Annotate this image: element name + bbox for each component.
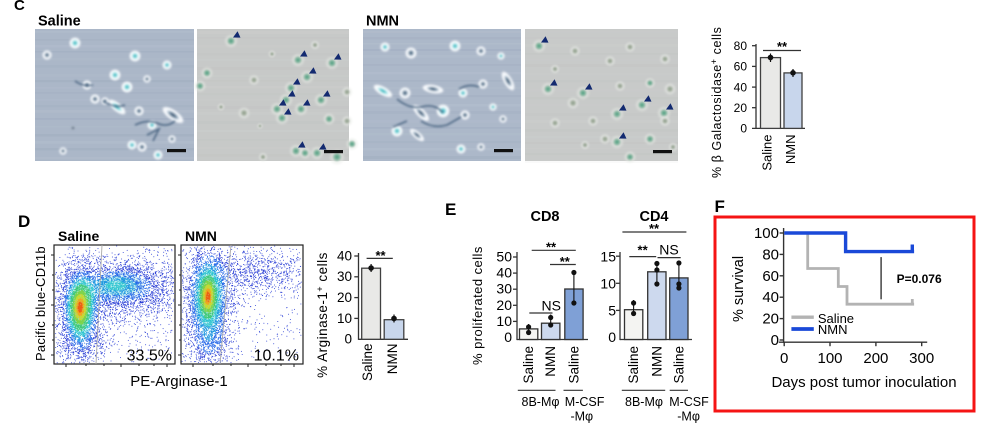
svg-text:0: 0 [780, 350, 788, 367]
svg-text:M-CSF: M-CSF [669, 395, 709, 409]
svg-text:NMN: NMN [385, 344, 400, 375]
svg-text:0: 0 [740, 122, 747, 136]
svg-text:10: 10 [337, 311, 352, 326]
svg-text:Saline: Saline [58, 228, 99, 244]
svg-text:F: F [715, 197, 725, 216]
svg-text:200: 200 [863, 350, 888, 367]
svg-text:**: ** [638, 243, 649, 258]
svg-text:15: 15 [600, 249, 616, 265]
svg-text:40: 40 [337, 249, 352, 264]
svg-text:E: E [445, 200, 456, 219]
svg-text:**: ** [649, 221, 660, 236]
svg-text:10.1%: 10.1% [254, 348, 299, 365]
svg-text:NMN: NMN [185, 228, 217, 244]
svg-text:5: 5 [608, 303, 616, 319]
svg-text:CD4: CD4 [639, 209, 668, 225]
svg-text:10: 10 [600, 276, 616, 292]
svg-text:NMN: NMN [649, 346, 664, 377]
svg-text:Saline: Saline [818, 311, 854, 326]
svg-text:0: 0 [504, 329, 512, 345]
svg-text:40: 40 [734, 80, 748, 94]
svg-text:40: 40 [762, 289, 779, 306]
svg-text:Saline: Saline [671, 346, 686, 384]
svg-text:8B-Mφ: 8B-Mφ [522, 395, 560, 409]
svg-text:NMN: NMN [543, 346, 558, 377]
svg-text:0: 0 [344, 332, 352, 347]
svg-text:50: 50 [496, 249, 512, 265]
svg-text:-Mφ: -Mφ [570, 410, 593, 424]
svg-text:Saline: Saline [521, 346, 536, 384]
svg-text:C: C [14, 0, 25, 14]
svg-text:30: 30 [496, 281, 512, 297]
svg-text:60: 60 [734, 60, 748, 74]
svg-text:NS: NS [659, 242, 678, 258]
svg-text:PE-Arginase-1: PE-Arginase-1 [130, 373, 228, 390]
svg-text:NS: NS [542, 298, 561, 314]
svg-text:Saline: Saline [760, 135, 775, 171]
svg-text:**: ** [546, 239, 557, 254]
svg-text:Saline: Saline [626, 346, 641, 384]
svg-text:Saline: Saline [38, 14, 81, 30]
svg-text:CD8: CD8 [530, 209, 559, 225]
svg-text:**: ** [560, 254, 571, 269]
svg-text:NMN: NMN [366, 14, 399, 30]
svg-text:P=0.076: P=0.076 [897, 272, 942, 286]
svg-text:**: ** [375, 248, 386, 263]
svg-text:20: 20 [734, 101, 748, 115]
svg-text:80: 80 [734, 39, 748, 53]
svg-text:10: 10 [496, 313, 512, 329]
svg-text:% β Galactosidase+ cells: % β Galactosidase+ cells [709, 27, 724, 178]
svg-text:NMN: NMN [818, 322, 848, 337]
svg-text:Saline: Saline [360, 344, 375, 382]
svg-text:M-CSF: M-CSF [565, 395, 605, 409]
svg-text:0: 0 [608, 329, 616, 345]
svg-text:300: 300 [909, 350, 934, 367]
svg-text:% survival: % survival [731, 256, 747, 322]
svg-text:20: 20 [496, 297, 512, 313]
svg-text:NMN: NMN [783, 135, 798, 165]
svg-text:40: 40 [496, 265, 512, 281]
svg-text:20: 20 [762, 311, 779, 328]
svg-text:D: D [18, 212, 30, 231]
svg-text:Days post tumor inoculation: Days post tumor inoculation [771, 374, 956, 391]
svg-text:100: 100 [817, 350, 842, 367]
svg-text:Pacific blue-CD11b: Pacific blue-CD11b [33, 246, 48, 361]
svg-text:60: 60 [762, 268, 779, 285]
svg-text:0: 0 [771, 332, 779, 349]
svg-text:-Mφ: -Mφ [677, 410, 700, 424]
svg-text:**: ** [777, 39, 788, 54]
svg-text:% Arginase-1+ cells: % Arginase-1+ cells [315, 252, 330, 378]
svg-text:33.5%: 33.5% [127, 348, 172, 365]
svg-text:8B-Mφ: 8B-Mφ [625, 395, 663, 409]
svg-text:Saline: Saline [566, 346, 581, 384]
svg-text:30: 30 [337, 269, 352, 284]
svg-text:% proliferated cells: % proliferated cells [470, 246, 485, 365]
svg-text:80: 80 [762, 246, 779, 263]
svg-text:20: 20 [337, 290, 352, 305]
svg-text:100: 100 [754, 225, 779, 242]
